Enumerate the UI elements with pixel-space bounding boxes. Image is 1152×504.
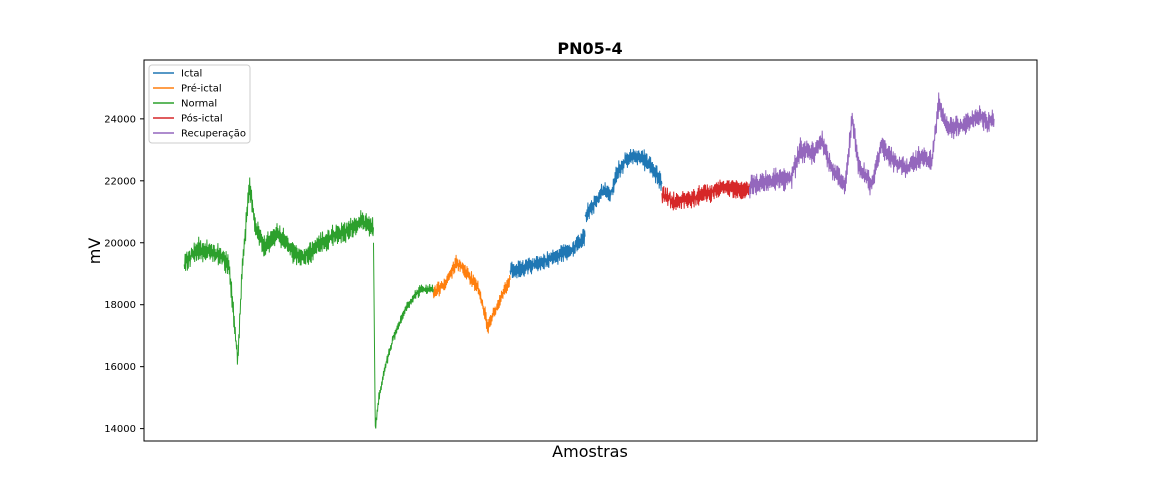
series-line-normal <box>183 177 374 365</box>
series-line-recuperao <box>749 92 995 199</box>
legend-box <box>148 64 251 144</box>
y-axis-label: mV <box>85 238 104 265</box>
plot-frame <box>143 59 1038 442</box>
series-line-prictal <box>432 254 511 334</box>
y-axis: 14000 16000 18000 20000 22000 24000 <box>104 114 144 435</box>
chart-title: PN05-4 <box>557 39 622 58</box>
y-tick-label: 22000 <box>104 176 136 187</box>
legend-label: Normal <box>181 99 217 110</box>
legend-label: Pré-ictal <box>181 83 222 95</box>
legend-label: Recuperação <box>181 129 246 140</box>
series-line-ictal <box>509 228 586 279</box>
series-line-normal <box>373 242 434 429</box>
y-tick-label: 16000 <box>104 362 136 373</box>
series-layer <box>183 92 995 429</box>
x-axis-label: Amostras <box>552 442 628 461</box>
legend-label: Pós-ictal <box>181 113 223 125</box>
legend-label: Ictal <box>181 69 202 80</box>
series-line-ictal <box>584 148 663 223</box>
series-line-psictal <box>661 179 750 211</box>
y-tick-label: 20000 <box>104 238 136 249</box>
y-tick-label: 18000 <box>104 300 136 311</box>
y-tick-label: 14000 <box>104 424 136 435</box>
y-tick-label: 24000 <box>104 114 136 125</box>
legend: Ictal Pré-ictal Normal Pós-ictal Recuperação <box>148 64 251 144</box>
